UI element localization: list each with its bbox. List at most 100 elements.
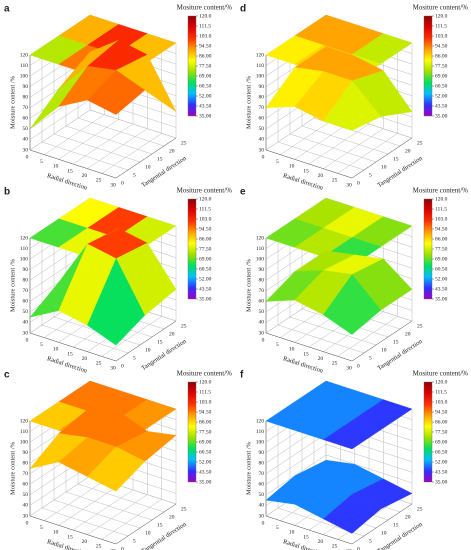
z-tick-label: 30 [23,330,29,336]
colorbar-tick-label: 60.50 [199,449,212,455]
y-tick-label: 0 [357,363,360,369]
z-tick-label: 80 [259,94,265,100]
z-tick-label: 90 [23,450,29,456]
colorbar-tick-label: 69.00 [435,439,448,445]
z-tick-label: 30 [259,513,265,519]
colorbar-tick-label: 94.50 [199,43,212,49]
colorbar-tick-label: 35.00 [199,296,212,302]
y-axis-label: Tangential direction [376,337,424,372]
panel-label: b [4,187,10,198]
x-axis [265,515,353,545]
z-tick-label: 70 [23,105,29,111]
colorbar-title: Mositure content/% [177,187,233,195]
y-axis-label: Tangential direction [376,154,424,189]
surface-cell [87,70,146,115]
x-tick-label: 20 [318,356,324,362]
colorbar-tick-label: 120.0 [435,13,448,19]
z-axis-label: Moisture content /% [245,258,252,312]
colorbar-tick-label: 86.00 [199,419,212,425]
y-axis [351,320,413,362]
z-tick-label: 30 [23,147,29,153]
grid-line [41,141,129,171]
colorbar-tick-label: 60.50 [435,266,448,272]
y-tick-label: 0 [121,363,124,369]
x-axis-label: Radial direction [282,538,325,550]
grid-line [277,324,365,354]
grid-line [289,133,377,163]
colorbar-tick-label: 94.50 [199,226,212,232]
z-tick-label: 90 [23,84,29,90]
y-tick-label: 10 [145,347,151,353]
x-tick-label: 25 [96,544,102,550]
colorbar-tick-label: 52.00 [199,276,212,282]
y-tick-label: 0 [121,180,124,186]
z-tick-label: 100 [256,73,265,79]
panel: 3040506070809010011012005101520253005101… [4,370,232,550]
z-tick-label: 120 [20,418,29,424]
x-tick-label: 15 [303,351,309,357]
y-tick-label: 20 [169,331,175,337]
y-tick-label: 10 [381,164,387,170]
y-tick-label: 20 [405,148,411,154]
z-tick-label: 70 [23,288,29,294]
x-tick-label: 25 [96,361,102,367]
z-tick-label: 90 [259,450,265,456]
x-tick-label: 25 [96,178,102,184]
z-tick-label: 60 [23,116,29,122]
grid-line [44,480,105,521]
x-tick-label: 0 [262,337,265,343]
colorbar-tick-label: 103.0 [435,216,448,222]
x-tick-label: 30 [110,182,116,188]
grid-line [265,444,327,485]
y-tick-label: 10 [145,164,151,170]
y-axis [351,137,413,179]
colorbar [423,15,433,117]
colorbar-tick-label: 111.5 [435,206,447,212]
z-tick-label: 120 [20,235,29,241]
z-tick-label: 120 [256,235,265,241]
grid-line [101,499,162,540]
y-tick-label: 10 [381,347,387,353]
z-tick-label: 110 [20,429,28,435]
x-tick-label: 30 [346,548,352,550]
x-tick-label: 5 [276,159,279,165]
z-axis-label: Moisture content /% [245,75,252,129]
y-tick-label: 20 [405,331,411,337]
colorbar-tick-label: 35.00 [435,113,448,119]
panel-label: f [240,370,244,381]
x-tick-label: 30 [346,182,352,188]
z-tick-label: 80 [259,277,265,283]
z-tick-label: 110 [256,63,264,69]
grid-line [87,494,148,535]
z-tick-label: 40 [23,320,29,326]
colorbar-tick-label: 111.5 [199,206,211,212]
grid-line [65,491,153,521]
x-tick-label: 0 [26,520,29,526]
z-tick-label: 80 [259,460,265,466]
y-tick-label: 5 [133,355,136,361]
z-tick-label: 40 [259,320,265,326]
surface-cell [323,274,382,335]
z-tick-label: 110 [256,429,264,435]
x-tick-label: 20 [82,356,88,362]
grid-line [101,133,162,174]
colorbar-tick-label: 60.50 [199,83,212,89]
z-tick-label: 120 [256,418,265,424]
x-tick-label: 15 [67,168,73,174]
z-tick-label: 100 [20,73,29,79]
x-tick-label: 20 [82,539,88,545]
x-axis [29,515,117,545]
colorbar-tick-label: 69.00 [199,73,212,79]
x-tick-label: 0 [26,154,29,160]
z-tick-label: 100 [20,256,29,262]
colorbar [187,381,197,483]
x-tick-label: 25 [332,544,338,550]
y-axis [115,320,177,362]
x-tick-label: 25 [332,361,338,367]
x-tick-label: 5 [40,159,43,165]
z-tick-label: 40 [23,137,29,143]
y-tick-label: 25 [181,506,187,512]
panel-label: c [4,370,10,381]
